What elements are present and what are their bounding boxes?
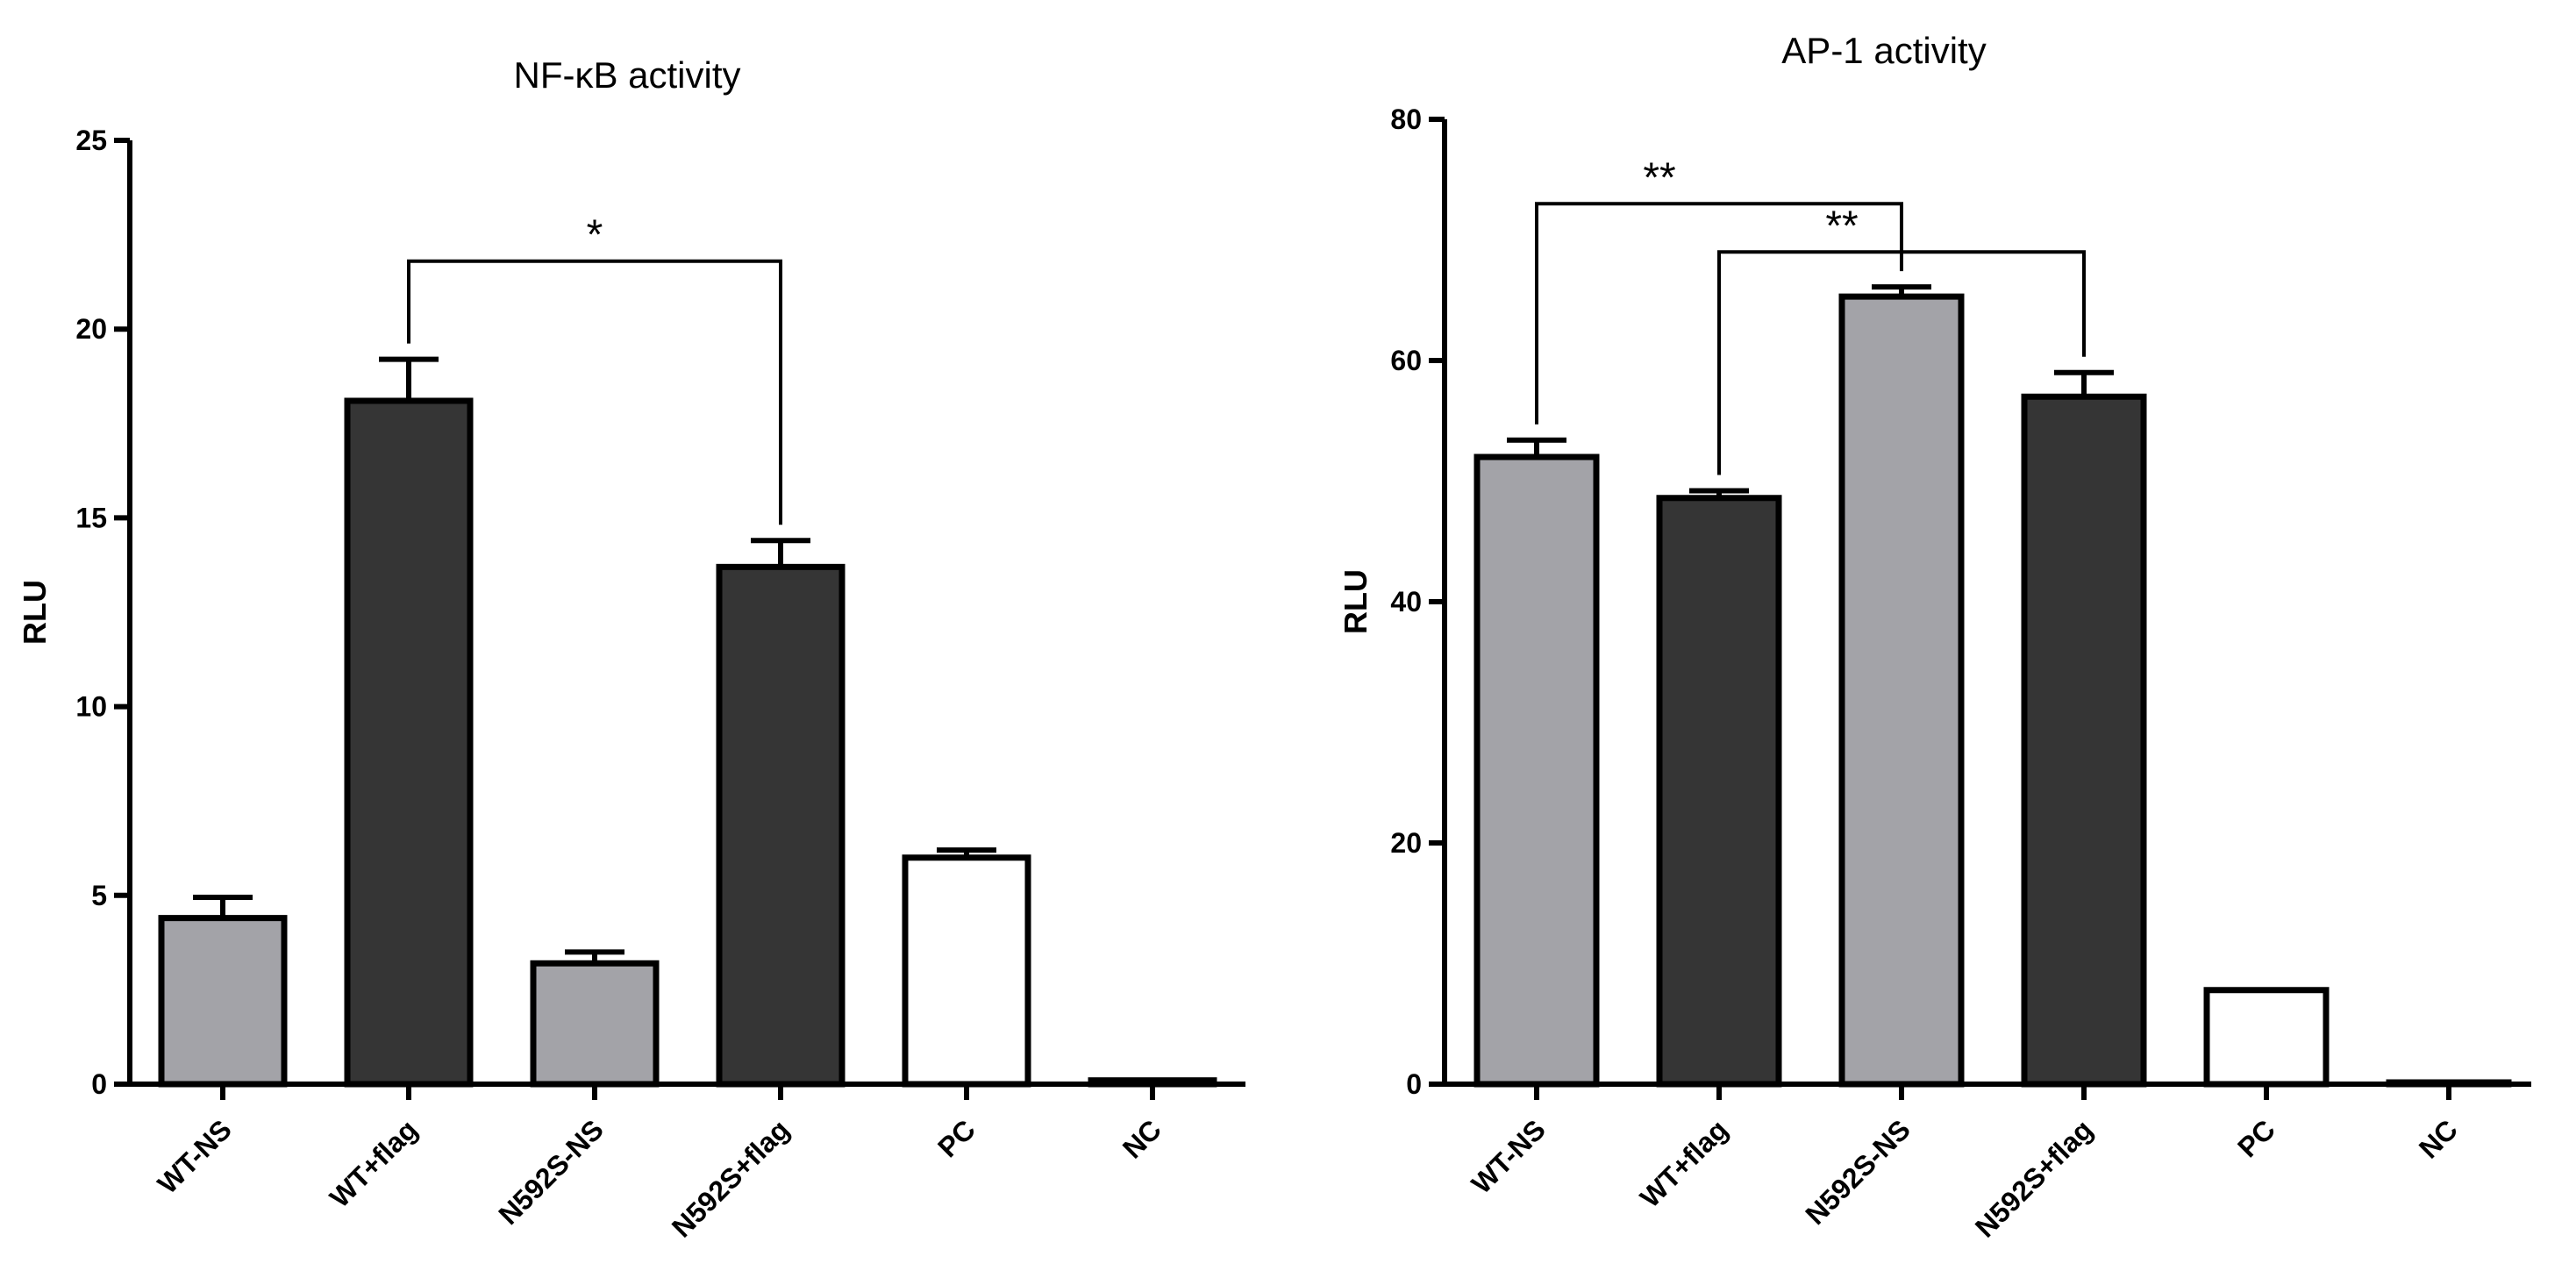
y-tick-label-15: 15 xyxy=(75,502,107,533)
bar-wt-flag xyxy=(1656,495,1782,1088)
bar-pc xyxy=(902,854,1031,1088)
bar-n592s-flag xyxy=(716,563,846,1088)
category-label-wt-flag: WT+flag xyxy=(1634,1113,1734,1213)
significance-bracket-1 xyxy=(1717,250,2086,475)
ap1-chart-panel: AP-1 activity RLU 0 20 40 60 80 WT-NS WT+flag N59… xyxy=(1288,0,2576,1274)
error-bar-n592s-ns xyxy=(565,949,624,964)
category-label-nc: NC xyxy=(1117,1113,1167,1164)
error-bar-pc xyxy=(937,847,996,858)
error-bar-wt-ns xyxy=(1507,437,1566,457)
significance-label-0: * xyxy=(587,212,603,259)
bar-n592s-ns xyxy=(530,960,660,1088)
category-label-nc: NC xyxy=(2413,1113,2464,1164)
y-tick-label-0: 0 xyxy=(91,1068,107,1100)
category-label-wt-ns: WT-NS xyxy=(152,1113,238,1199)
category-label-wt-flag: WT+flag xyxy=(324,1113,424,1213)
category-label-pc: PC xyxy=(931,1113,981,1163)
bar-wt-ns xyxy=(1474,453,1600,1088)
bar-wt-flag xyxy=(344,397,474,1088)
category-label-n592s-ns: N592S-NS xyxy=(492,1113,610,1231)
error-bar-wt-flag xyxy=(1689,488,1749,498)
y-axis-label: RLU xyxy=(17,580,53,645)
y-tick-label-20: 20 xyxy=(75,313,107,345)
significance-bracket-0 xyxy=(407,259,782,525)
significance-label-0: ** xyxy=(1643,154,1675,201)
chart-title: AP-1 activity xyxy=(1781,30,1986,71)
bar-wt-ns xyxy=(158,915,288,1088)
bar-n592s-ns xyxy=(1838,293,1965,1088)
error-bar-n592s-flag xyxy=(2054,369,2114,397)
y-tick-label-25: 25 xyxy=(75,125,107,156)
chart-title: NF-κB activity xyxy=(513,54,740,96)
significance-bracket-0 xyxy=(1535,202,1903,425)
category-label-pc: PC xyxy=(2231,1113,2281,1163)
y-tick-label-10: 10 xyxy=(75,691,107,723)
category-label-wt-ns: WT-NS xyxy=(1466,1113,1552,1199)
ap1-chart: AP-1 activity RLU 0 20 40 60 80 WT-NS WT+flag N59… xyxy=(1338,30,2531,1244)
y-tick-label-80: 80 xyxy=(1390,104,1422,135)
error-bar-n592s-ns xyxy=(1872,284,1931,297)
y-tick-label-0: 0 xyxy=(1406,1068,1422,1100)
bar-pc xyxy=(2203,987,2330,1088)
category-label-n592s-flag: N592S+flag xyxy=(1969,1113,2099,1243)
y-tick-label-5: 5 xyxy=(91,880,107,911)
category-label-n592s-ns: N592S-NS xyxy=(1799,1113,1916,1231)
y-tick-label-40: 40 xyxy=(1390,586,1422,618)
error-bar-wt-ns xyxy=(193,894,253,918)
nfkb-chart: NF-κB activity RLU 0 5 10 15 20 25 WT-NS WT+flag N… xyxy=(17,54,1245,1244)
y-tick-label-20: 20 xyxy=(1390,827,1422,859)
error-bar-n592s-flag xyxy=(751,538,810,568)
y-tick-label-60: 60 xyxy=(1390,345,1422,376)
error-bar-wt-flag xyxy=(379,356,439,401)
y-axis-label: RLU xyxy=(1338,569,1374,634)
nfkb-chart-panel: NF-κB activity RLU 0 5 10 15 20 25 WT-NS WT+flag N… xyxy=(0,0,1288,1274)
category-label-n592s-flag: N592S+flag xyxy=(666,1113,796,1243)
significance-label-1: ** xyxy=(1825,203,1858,249)
bar-n592s-flag xyxy=(2021,393,2147,1088)
